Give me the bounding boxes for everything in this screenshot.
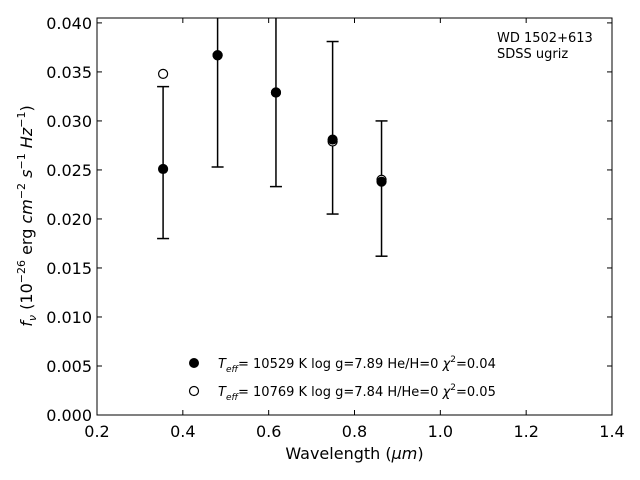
x-axis-label: Wavelength (μm)	[285, 444, 423, 463]
point-filled-4	[376, 176, 387, 187]
x-tick-label-3: 0.8	[342, 422, 367, 441]
x-tick-label-0: 0.2	[84, 422, 109, 441]
y-tick-label-2: 0.010	[46, 308, 92, 327]
y-tick-label-0: 0.000	[46, 406, 92, 425]
x-tick-label-2: 0.6	[256, 422, 281, 441]
x-tick-label-4: 1.0	[428, 422, 453, 441]
y-tick-label-1: 0.005	[46, 357, 92, 376]
x-axis-label-text: Wavelength (	[285, 444, 391, 463]
annotation-line-1: WD 1502+613	[497, 31, 593, 46]
legend-entry-2: Teff= 10769 K log g=7.84 H/He=0 χ2=0.05	[218, 383, 496, 403]
annotation-line-2: SDSS ugriz	[497, 47, 568, 62]
axis-ticks: 0.2 0.4 0.6 0.8 1.0 1.2 1.4 0.000 0.005 0.010 0.01…	[46, 14, 625, 441]
x-axis-label-close: )	[417, 444, 423, 463]
y-tick-label-4: 0.020	[46, 210, 92, 229]
point-filled-3	[327, 134, 338, 145]
y-tick-label-6: 0.030	[46, 112, 92, 131]
legend-entry-1: Teff= 10529 K log g=7.89 He/H=0 χ2=0.04	[218, 355, 496, 375]
y-tick-label-8: 0.040	[46, 14, 92, 33]
x-tick-label-5: 1.2	[513, 422, 538, 441]
x-tick-label-1: 0.4	[170, 422, 195, 441]
legend: Teff= 10529 K log g=7.89 He/H=0 χ2=0.04 …	[188, 355, 496, 403]
y-tick-label-5: 0.025	[46, 161, 92, 180]
x-tick-label-6: 1.4	[599, 422, 624, 441]
y-tick-label-7: 0.035	[46, 63, 92, 82]
x-axis-label-unit: μm	[391, 444, 418, 463]
point-filled-1	[212, 50, 223, 61]
point-filled-2	[270, 87, 282, 98]
y-tick-label-3: 0.015	[46, 259, 92, 278]
y-axis-label: fν (10−26 erg cm−2 s−1 Hz−1)	[15, 105, 39, 326]
plot-area	[157, 18, 388, 257]
legend-marker-open	[188, 385, 200, 397]
legend-marker-filled	[189, 358, 199, 368]
point-filled-0	[157, 163, 169, 175]
point-open-0	[157, 68, 169, 79]
